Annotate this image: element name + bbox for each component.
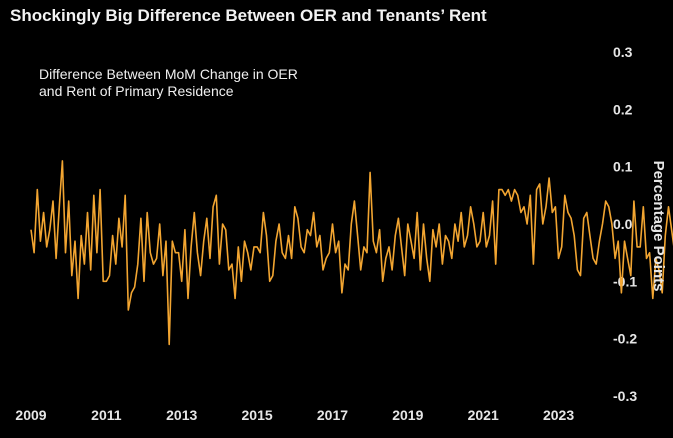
x-tick-label: 2019 xyxy=(392,407,423,423)
subtitle-line-1: Difference Between MoM Change in OER xyxy=(39,66,298,82)
y-axis-ticks: 0.3 0.2 0.1 0.0 -0.1 -0.2 -0.3 xyxy=(613,44,637,404)
y-axis-label: Percentage Points xyxy=(650,161,667,292)
y-tick-label: -0.2 xyxy=(613,331,637,347)
y-tick-label: 0.3 xyxy=(613,44,633,60)
subtitle-line-2: and Rent of Primary Residence xyxy=(39,83,234,99)
chart-subtitle: Difference Between MoM Change in OER and… xyxy=(39,66,298,100)
x-tick-label: 2023 xyxy=(543,407,574,423)
x-tick-label: 2011 xyxy=(91,407,122,423)
x-tick-label: 2017 xyxy=(317,407,348,423)
y-tick-label: 0.2 xyxy=(613,101,633,117)
series-line xyxy=(30,160,673,346)
y-tick-label: 0.1 xyxy=(613,159,633,175)
y-tick-label: 0.0 xyxy=(613,216,633,232)
x-tick-label: 2013 xyxy=(166,407,197,423)
y-tick-label: -0.3 xyxy=(613,388,637,404)
y-tick-label: -0.1 xyxy=(613,273,637,289)
x-tick-label: 2021 xyxy=(468,407,499,423)
x-tick-label: 2009 xyxy=(15,407,46,423)
chart-title: Shockingly Big Difference Between OER an… xyxy=(10,6,487,25)
x-tick-label: 2015 xyxy=(242,407,273,423)
x-axis-ticks: 2009 2011 2013 2015 2017 2019 2021 2023 xyxy=(15,407,574,423)
